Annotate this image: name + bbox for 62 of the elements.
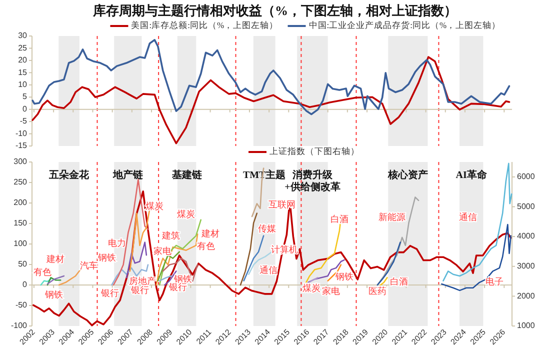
annotation: 有色 [196,241,215,252]
annotation: 医药 [368,286,386,296]
annotation: 煤炭 [176,208,195,219]
annotation: 煤炭 [145,200,164,211]
annotation: 钢铁 [172,274,192,284]
annotation: 新能源 [378,212,406,222]
y2-tick-label: 5000 [517,202,536,211]
y2-tick-label: 2000 [517,291,536,300]
y-tick-label: -10 [15,128,28,138]
band-label: AI革命 [456,169,488,181]
legend-label: 上证指数（下图右轴） [270,146,360,156]
y2-tick-label: 3000 [517,261,536,270]
y2-tick-label: 4000 [517,232,536,241]
y-tick-label: 20 [18,56,28,65]
y-tick-label: 15 [18,68,28,77]
band-label: 五朵金花 [48,169,90,181]
y2-tick-label: 6000 [517,172,536,182]
annotation: 银行 [130,285,149,296]
y-tick-label: 200 [14,198,28,208]
annotation: 传媒 [258,223,276,234]
annotation: 钢铁 [44,289,64,300]
annotation: 电力 [108,238,126,248]
y-tick-label: -50 [15,300,28,310]
y-tick-label: 0 [22,104,28,114]
y-tick-label: 30 [18,31,28,40]
annotation: 钢铁 [96,252,116,262]
annotation: 电子 [485,276,504,286]
annotation: 煤炭 [302,282,320,293]
y-tick-label: 10 [18,80,28,89]
annotation: 建材 [200,228,220,238]
y-tick-label: 25 [18,43,28,52]
y-tick-label: 100 [14,239,28,248]
annotation: 家电 [322,286,340,296]
y-tick-label: 0 [22,280,28,290]
band-label: 核心资产 [386,169,428,181]
legend-label: 中国:工业企业产成品存货:同比（%，上图左轴） [308,20,501,30]
legend-label: 美国:库存总额:同比（%，上图左轴） [131,20,278,30]
annotation: 白酒 [390,276,408,286]
y-tick-label: 250 [14,178,28,187]
annotation: 建筑 [161,230,180,241]
band-label: 基建链 [170,169,203,181]
y2-tick-label: 1000 [517,321,536,330]
annotation: 有色 [34,266,52,277]
annotation: 银行 [168,282,187,292]
chart-title: 库存周期与主题行情相对收益（%，下图左轴，相对上证指数） [92,2,457,18]
y-tick-label: 300 [14,157,28,166]
y-tick-label: 50 [18,260,28,269]
band-label: 消费升级 +供给侧改革 [284,169,340,193]
y-tick-label: -15 [15,141,28,150]
y-tick-label: 5 [22,92,28,102]
annotation: 家电 [153,246,172,256]
y-tick-label: 150 [14,218,28,228]
annotation: 建材 [46,254,65,264]
y-tick-label: -5 [20,116,28,126]
annotation: 钢铁 [334,272,354,282]
annotation: 通信 [259,265,278,276]
y-tick-label: -100 [10,321,28,330]
band-label: 地产链 [112,169,144,181]
annotation: 汽车 [80,260,98,271]
annotation: 通信 [458,212,477,222]
annotation: 白酒 [330,214,348,224]
annotation: 银行 [100,288,120,298]
